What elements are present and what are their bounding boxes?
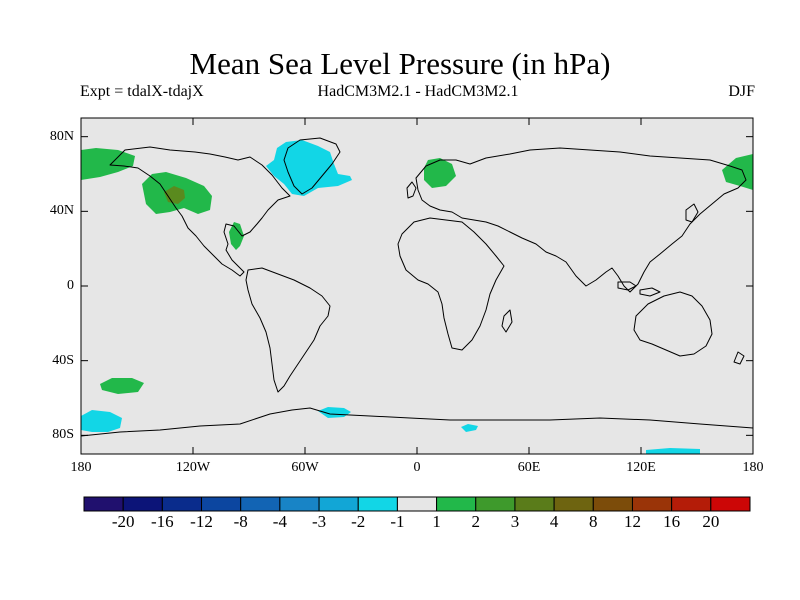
greenland-negative <box>266 140 352 196</box>
lon-label: 120E <box>626 460 656 475</box>
colorbar-label: 8 <box>589 512 598 531</box>
japan-coastline <box>685 203 699 223</box>
colorbar-swatch <box>279 496 320 512</box>
lat-label: 80S <box>52 427 74 443</box>
north-america-core <box>164 186 185 204</box>
colorbar-swatch <box>553 496 594 512</box>
east-antarctic-negative <box>646 448 700 454</box>
anomaly-fills <box>81 140 753 454</box>
colorbar-swatch <box>592 496 633 512</box>
africa-coastline <box>397 217 505 351</box>
ross-sea-negative <box>81 410 122 432</box>
colorbar-swatch <box>514 496 555 512</box>
lon-label: 60W <box>291 460 319 475</box>
eurasia-coastline <box>415 147 747 293</box>
new-zealand-coastline <box>733 351 745 365</box>
colorbar-label: 20 <box>702 512 720 531</box>
antarctic-small-negative <box>461 424 478 432</box>
australia-coastline <box>633 291 713 357</box>
lon-label: 180 <box>742 460 764 475</box>
lat-label: 0 <box>67 278 74 293</box>
colorbar <box>83 496 751 512</box>
colorbar-label: -1 <box>390 512 405 531</box>
colorbar-swatch <box>201 496 242 512</box>
colorbar-label: 3 <box>510 512 520 531</box>
colorbar-swatch <box>436 496 477 512</box>
colorbar-label: 2 <box>471 512 481 531</box>
colorbar-swatch <box>122 496 163 512</box>
model-comparison-label: HadCM3M2.1 - HadCM3M2.1 <box>317 83 519 100</box>
colorbar-swatch <box>240 496 281 512</box>
weddell-negative <box>318 407 351 418</box>
colorbar-swatch <box>710 496 751 512</box>
colorbar-label: 12 <box>623 512 641 531</box>
colorbar-swatch <box>318 496 359 512</box>
colorbar-label: -4 <box>272 512 287 531</box>
lon-label: 0 <box>413 460 421 475</box>
colorbar-label: 1 <box>432 512 441 531</box>
south-pacific-positive <box>100 378 144 394</box>
lon-label: 120W <box>175 460 211 475</box>
colorbar-swatch <box>396 496 438 512</box>
lon-label: 60E <box>517 460 541 475</box>
colorbar-label: -20 <box>111 512 135 531</box>
experiment-label: Expt = tdalX-tdajX <box>80 83 204 100</box>
scandinavia-positive <box>424 158 456 188</box>
colorbar-swatch <box>83 496 124 512</box>
colorbar-swatch <box>631 496 673 512</box>
colorbar-swatch <box>671 496 712 512</box>
colorbar-swatch <box>161 496 203 512</box>
coastlines <box>81 137 753 437</box>
lon-label: 180 <box>70 460 92 475</box>
colorbar-label: 16 <box>663 512 681 531</box>
gulf-of-mexico-positive <box>229 222 244 250</box>
season-label: DJF <box>728 83 755 100</box>
axis-ticks <box>80 118 754 454</box>
antarctica-coastline <box>81 407 753 437</box>
colorbar-label: -3 <box>311 512 327 531</box>
indonesia-coastline <box>617 281 661 297</box>
madagascar-coastline <box>501 309 513 333</box>
greenland-coastline <box>283 137 341 195</box>
colorbar-label: -16 <box>151 512 174 531</box>
map-background <box>81 118 753 454</box>
lat-label: 40S <box>52 352 74 368</box>
lat-label: 80N <box>49 128 74 144</box>
north-america-coastline <box>109 146 291 277</box>
colorbar-label: 4 <box>549 512 559 531</box>
colorbar-swatch <box>475 496 516 512</box>
colorbar-label: -8 <box>233 512 248 531</box>
colorbar-label: -2 <box>351 512 366 531</box>
plot-title: Mean Sea Level Pressure (in hPa) <box>189 46 611 81</box>
colorbar-swatch <box>357 496 398 512</box>
colorbar-label: -12 <box>190 512 213 531</box>
alaska-positive <box>81 148 135 180</box>
south-america-coastline <box>245 267 331 393</box>
lat-label: 40N <box>49 203 74 219</box>
uk-coastline <box>406 181 417 199</box>
